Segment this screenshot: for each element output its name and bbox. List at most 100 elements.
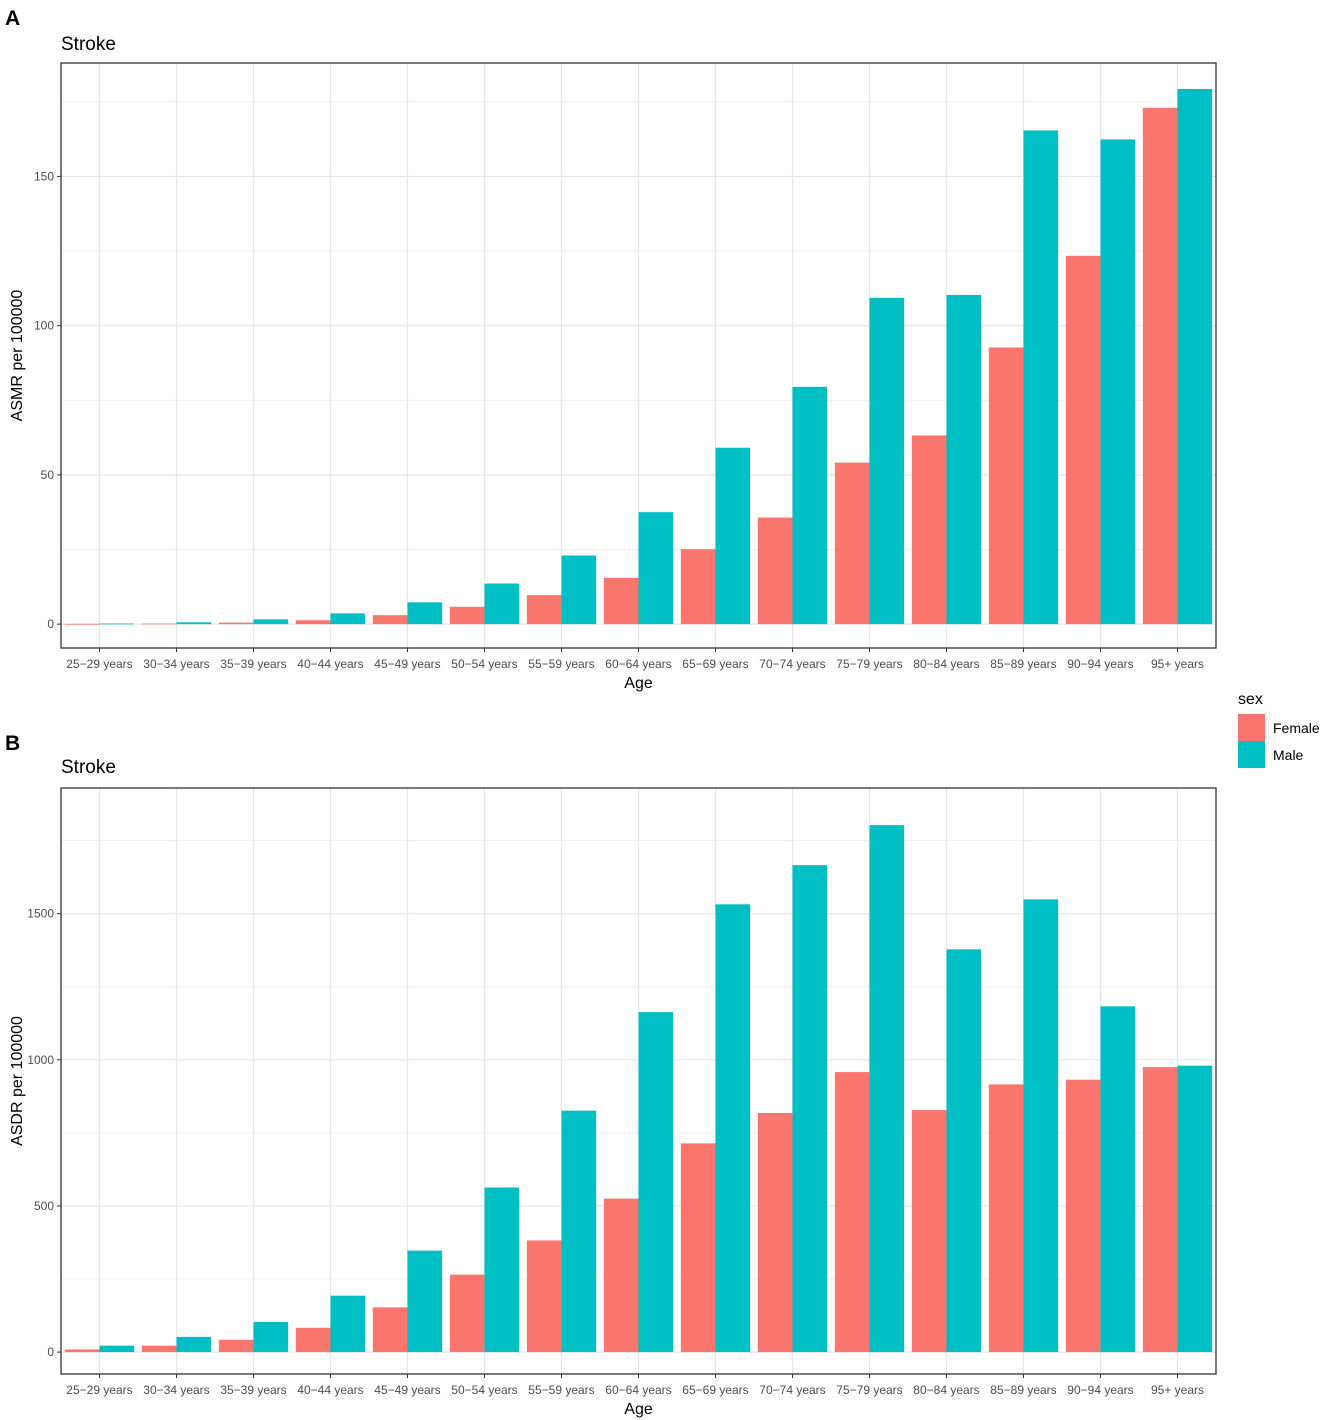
x-tick-label: 65−69 years bbox=[682, 657, 748, 671]
chart-panel-a: A Stroke 0 50 100 150 25−29 years 30−34 years 35… bbox=[5, 7, 1217, 692]
bar-female-3 bbox=[295, 1327, 331, 1353]
bar-male-6 bbox=[561, 1110, 597, 1353]
x-tick-label: 50−54 years bbox=[451, 1383, 517, 1397]
x-tick-label: 60−64 years bbox=[605, 657, 671, 671]
bar-male-3 bbox=[330, 1295, 366, 1353]
bar-male-12 bbox=[1023, 899, 1059, 1353]
x-tick-label: 55−59 years bbox=[528, 1383, 594, 1397]
y-tick-label: 150 bbox=[34, 169, 54, 183]
x-tick-label: 90−94 years bbox=[1067, 1383, 1133, 1397]
x-tick-label: 80−84 years bbox=[913, 1383, 979, 1397]
bar-male-5 bbox=[484, 583, 520, 625]
bar-male-4 bbox=[407, 602, 443, 625]
bar-female-11 bbox=[911, 435, 947, 625]
bar-female-2 bbox=[218, 622, 254, 625]
bar-female-11 bbox=[911, 1110, 947, 1353]
bar-male-6 bbox=[561, 555, 597, 625]
y-axis-title: ASDR per 100000 bbox=[9, 1016, 26, 1146]
x-tick-label: 90−94 years bbox=[1067, 657, 1133, 671]
bar-male-7 bbox=[638, 512, 674, 625]
bar-male-0 bbox=[99, 623, 135, 625]
bar-female-14 bbox=[1142, 1067, 1178, 1353]
bar-female-9 bbox=[757, 1113, 793, 1353]
bar-male-3 bbox=[330, 613, 366, 625]
x-tick-label: 40−44 years bbox=[297, 657, 363, 671]
bar-female-13 bbox=[1065, 255, 1101, 625]
x-tick-label: 65−69 years bbox=[682, 1383, 748, 1397]
bar-female-14 bbox=[1142, 107, 1178, 625]
bar-female-7 bbox=[603, 1198, 639, 1353]
bar-female-0 bbox=[64, 623, 100, 625]
x-tick-label: 85−89 years bbox=[990, 657, 1056, 671]
bar-male-10 bbox=[869, 825, 905, 1353]
bar-male-0 bbox=[99, 1345, 135, 1353]
x-tick-label: 25−29 years bbox=[66, 657, 132, 671]
bar-male-10 bbox=[869, 297, 905, 625]
bar-female-1 bbox=[141, 623, 177, 625]
bar-male-14 bbox=[1177, 1065, 1213, 1353]
x-tick-label: 50−54 years bbox=[451, 657, 517, 671]
bar-female-4 bbox=[372, 615, 408, 625]
y-tick-label: 0 bbox=[47, 617, 54, 631]
bar-female-5 bbox=[449, 1274, 485, 1353]
x-tick-label: 35−39 years bbox=[220, 657, 286, 671]
bar-male-14 bbox=[1177, 88, 1213, 625]
chart-title: Stroke bbox=[61, 34, 116, 55]
bar-female-2 bbox=[218, 1339, 254, 1353]
x-tick-label: 80−84 years bbox=[913, 657, 979, 671]
bar-female-0 bbox=[64, 1349, 100, 1353]
bar-female-10 bbox=[834, 1072, 870, 1353]
legend-key-female bbox=[1238, 714, 1265, 741]
bar-female-10 bbox=[834, 462, 870, 625]
bar-female-12 bbox=[988, 347, 1024, 625]
x-tick-label: 35−39 years bbox=[220, 1383, 286, 1397]
x-tick-label: 95+ years bbox=[1151, 1383, 1204, 1397]
panel-letter: B bbox=[5, 732, 20, 755]
bar-female-7 bbox=[603, 577, 639, 625]
legend-label-male: Male bbox=[1273, 747, 1304, 763]
x-tick-label: 85−89 years bbox=[990, 1383, 1056, 1397]
bar-male-1 bbox=[176, 622, 212, 625]
bar-male-2 bbox=[253, 1321, 289, 1353]
bar-male-9 bbox=[792, 865, 828, 1353]
x-tick-label: 95+ years bbox=[1151, 657, 1204, 671]
bar-male-7 bbox=[638, 1012, 674, 1353]
x-tick-label: 45−49 years bbox=[374, 1383, 440, 1397]
x-tick-label: 25−29 years bbox=[66, 1383, 132, 1397]
bar-male-11 bbox=[946, 949, 982, 1353]
bar-female-4 bbox=[372, 1307, 408, 1353]
x-tick-label: 45−49 years bbox=[374, 657, 440, 671]
y-tick-label: 0 bbox=[47, 1345, 54, 1359]
y-tick-label: 500 bbox=[34, 1199, 54, 1213]
panel-letter: A bbox=[5, 7, 20, 30]
y-tick-label: 1500 bbox=[27, 907, 54, 921]
bar-male-12 bbox=[1023, 130, 1059, 625]
bar-female-13 bbox=[1065, 1079, 1101, 1353]
bar-male-13 bbox=[1100, 1006, 1136, 1353]
bar-male-8 bbox=[715, 447, 751, 625]
x-tick-label: 60−64 years bbox=[605, 1383, 671, 1397]
bar-female-9 bbox=[757, 517, 793, 625]
x-axis-title: Age bbox=[624, 1401, 653, 1418]
y-axis-title: ASMR per 100000 bbox=[9, 290, 26, 422]
x-tick-label: 70−74 years bbox=[759, 1383, 825, 1397]
bar-female-8 bbox=[680, 549, 716, 625]
x-axis-title: Age bbox=[624, 675, 653, 692]
bar-male-8 bbox=[715, 904, 751, 1353]
chart-title: Stroke bbox=[61, 757, 116, 778]
bar-female-12 bbox=[988, 1084, 1024, 1353]
legend-key-male bbox=[1238, 741, 1265, 768]
x-tick-label: 30−34 years bbox=[143, 657, 209, 671]
bar-male-2 bbox=[253, 619, 289, 625]
legend-label-female: Female bbox=[1273, 720, 1320, 736]
y-tick-label: 1000 bbox=[27, 1053, 54, 1067]
bar-male-4 bbox=[407, 1250, 443, 1353]
x-tick-label: 75−79 years bbox=[836, 1383, 902, 1397]
bar-female-3 bbox=[295, 620, 331, 625]
bar-female-6 bbox=[526, 595, 562, 625]
chart-panel-b: B Stroke 0 500 1000 1500 25−29 years 30−34 year… bbox=[5, 732, 1217, 1418]
legend-title: sex bbox=[1238, 691, 1263, 708]
bar-female-6 bbox=[526, 1240, 562, 1353]
legend: sex Female Male bbox=[1238, 691, 1320, 768]
